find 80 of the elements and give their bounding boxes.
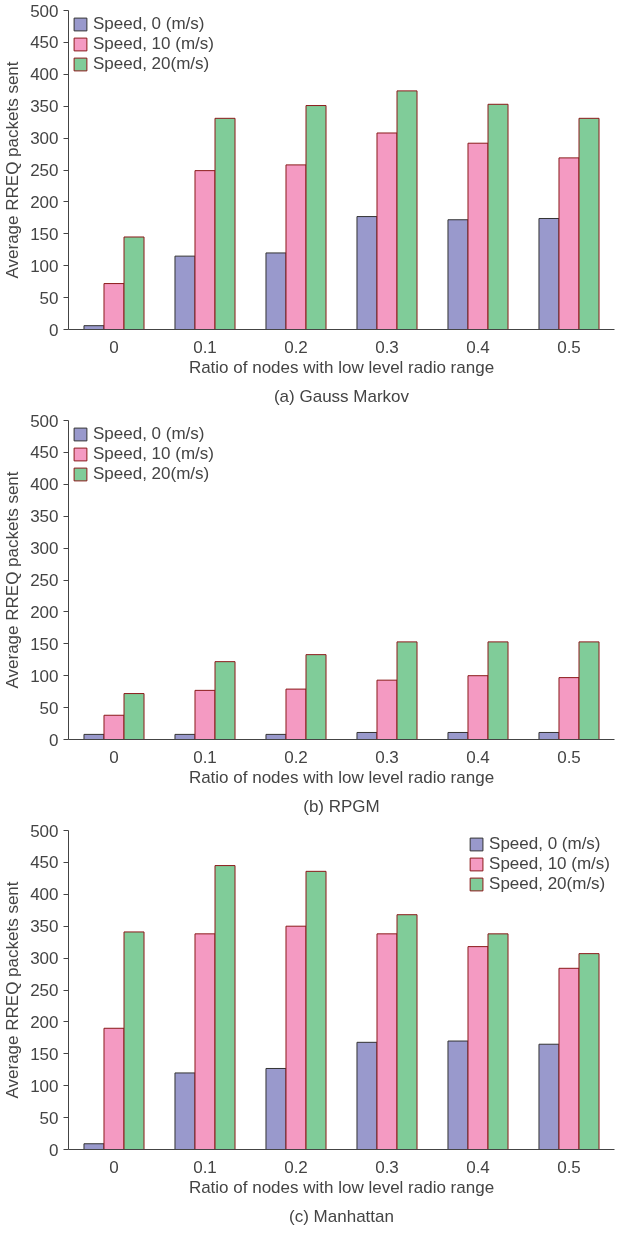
y-tick-label: 0 — [49, 320, 59, 340]
y-axis-title: Average RREQ packets sent — [3, 61, 23, 279]
y-tick-label: 450 — [30, 33, 59, 53]
x-axis-title: Ratio of nodes with low level radio range — [188, 357, 495, 377]
x-tick-label: 0 — [109, 1157, 119, 1177]
y-tick-label: 50 — [39, 1108, 59, 1128]
x-tick-label: 0.1 — [193, 1157, 217, 1177]
legend-label: Speed, 10 (m/s) — [93, 34, 214, 54]
y-tick-label: 500 — [30, 821, 59, 841]
bar — [265, 1067, 287, 1150]
x-tick-label: 0.3 — [375, 337, 399, 357]
y-tick-label: 450 — [30, 853, 59, 873]
y-tick-label: 50 — [39, 288, 59, 308]
y-tick-label: 350 — [30, 917, 59, 937]
y-axis-title: Average RREQ packets sent — [3, 471, 23, 689]
x-tick-label: 0.4 — [466, 1157, 490, 1177]
y-tick-label: 50 — [39, 698, 59, 718]
x-tick-label: 0.5 — [557, 1157, 581, 1177]
bar — [174, 255, 196, 330]
bar — [538, 1043, 560, 1150]
y-tick-label: 400 — [30, 65, 59, 85]
y-tick-label: 0 — [49, 1140, 59, 1160]
y-tick-label: 300 — [30, 129, 59, 149]
x-tick-label: 0 — [109, 747, 119, 767]
y-tick-label: 300 — [30, 949, 59, 969]
x-tick-label: 0.3 — [375, 747, 399, 767]
y-tick-label: 350 — [30, 97, 59, 117]
y-tick-label: 150 — [30, 634, 59, 654]
legend-label: Speed, 0 (m/s) — [93, 424, 205, 444]
text: (c) Manhattan — [289, 1206, 394, 1226]
y-tick-label: 100 — [30, 666, 59, 686]
x-tick-label: 0.4 — [466, 337, 490, 357]
text: (a) Gauss Markov — [273, 386, 410, 406]
y-tick-label: 400 — [30, 475, 59, 495]
y-tick-label: 200 — [30, 1012, 59, 1032]
y-tick-label: 300 — [30, 539, 59, 559]
legend-label: Speed, 10 (m/s) — [489, 854, 610, 874]
y-tick-label: 350 — [30, 507, 59, 527]
text: (b) RPGM — [303, 796, 380, 816]
legend-label: Speed, 20(m/s) — [93, 54, 210, 74]
bar — [538, 217, 560, 330]
bar — [83, 1143, 105, 1150]
legend-label: Speed, 0 (m/s) — [489, 834, 601, 854]
bar — [356, 216, 378, 330]
x-axis-title: Ratio of nodes with low level radio range — [188, 1177, 495, 1197]
bar — [447, 1040, 469, 1150]
x-tick-label: 0.5 — [557, 337, 581, 357]
bar — [174, 1072, 196, 1150]
x-tick-label: 0.3 — [375, 1157, 399, 1177]
y-tick-label: 0 — [49, 730, 59, 750]
legend-label: Speed, 0 (m/s) — [93, 14, 205, 34]
x-axis-title: Ratio of nodes with low level radio range — [188, 767, 495, 787]
x-tick-label: 0.2 — [284, 1157, 308, 1177]
legend-label: Speed, 20(m/s) — [489, 874, 606, 894]
y-tick-label: 200 — [30, 192, 59, 212]
y-tick-label: 450 — [30, 443, 59, 463]
x-tick-label: 0.1 — [193, 337, 217, 357]
y-tick-label: 250 — [30, 571, 59, 590]
y-tick-label: 250 — [30, 981, 59, 1000]
legend-label: Speed, 20(m/s) — [93, 464, 210, 484]
y-tick-label: 500 — [30, 1, 59, 21]
y-axis-title: Average RREQ packets sent — [3, 881, 23, 1099]
y-tick-label: 250 — [30, 161, 59, 180]
x-tick-label: 0.2 — [284, 747, 308, 767]
bar — [265, 252, 287, 330]
y-tick-label: 150 — [30, 1044, 59, 1064]
y-tick-label: 100 — [30, 1076, 59, 1096]
x-tick-label: 0.4 — [466, 747, 490, 767]
y-tick-label: 100 — [30, 256, 59, 276]
x-tick-label: 0.5 — [557, 747, 581, 767]
x-tick-label: 0 — [109, 337, 119, 357]
y-tick-label: 150 — [30, 224, 59, 244]
bar — [447, 219, 469, 330]
y-tick-label: 400 — [30, 885, 59, 905]
bar — [356, 1041, 378, 1150]
x-tick-label: 0.2 — [284, 337, 308, 357]
x-tick-label: 0.1 — [193, 747, 217, 767]
legend-label: Speed, 10 (m/s) — [93, 444, 214, 464]
y-tick-label: 500 — [30, 411, 59, 431]
y-tick-label: 200 — [30, 602, 59, 622]
